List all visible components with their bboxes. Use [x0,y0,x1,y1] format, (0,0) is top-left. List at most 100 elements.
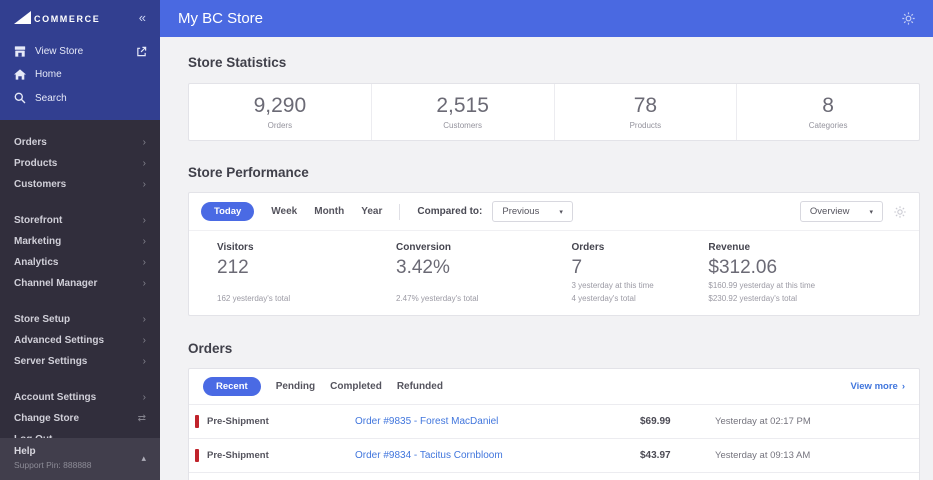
performance-metrics: Visitors 212 162 yesterday's total Conve… [189,231,919,315]
sidebar-item-storefront[interactable]: Storefront › [14,215,146,226]
sidebar-item-store-setup[interactable]: Store Setup › [14,314,146,325]
orders-tabs: Recent Pending Completed Refunded View m… [189,369,919,404]
sidebar-item-log-out[interactable]: Log Out [0,429,160,438]
performance-controls: Today Week Month Year Compared to: Previ… [189,193,919,231]
status-bar-icon [195,415,199,428]
chevron-right-icon: › [142,314,146,325]
sidebar-item-change-store[interactable]: Change Store ⇄ [14,413,146,424]
sidebar-item-customers[interactable]: Customers › [14,179,146,190]
sidebar: COMMERCE « View Store Home Search Orders… [0,0,160,480]
sidebar-item-marketing[interactable]: Marketing › [14,236,146,247]
external-link-icon [137,46,147,57]
settings-gear-icon[interactable] [901,11,916,26]
orders-heading: Orders [188,341,233,356]
main-area: My BC Store Store Statistics 9,290 Order… [160,0,933,480]
caret-down-icon: ▾ [869,208,873,216]
bigcommerce-logo: COMMERCE [14,11,100,24]
chevron-right-icon: › [142,392,146,403]
sidebar-item-label: Search [35,92,67,104]
stat-label: Customers [443,121,482,130]
sidebar-item-channel-manager[interactable]: Channel Manager › [14,278,146,289]
stat-label: Orders [267,121,293,130]
chevron-right-icon: › [142,179,146,190]
table-row: Pre-Shipment Order #9835 - Forest MacDan… [189,404,919,438]
sidebar-item-view-store[interactable]: View Store [0,40,160,63]
stat-label: Products [629,121,662,130]
order-status: Pre-Shipment [195,415,355,428]
help-label: Help [14,446,36,457]
sidebar-menu: Orders › Products › Customers › Storefront ›… [0,120,160,438]
chevron-right-icon: › [142,236,146,247]
logo-sail-icon [14,11,31,24]
chevron-right-icon: › [142,278,146,289]
tab-pending[interactable]: Pending [275,381,316,392]
stat-value: 8 [822,94,834,117]
support-pin: Support Pin: 888888 [14,460,92,470]
sidebar-top-section: COMMERCE « View Store Home Search [0,0,160,120]
store-statistics-heading: Store Statistics [188,55,287,70]
sidebar-item-search[interactable]: Search [0,86,160,110]
tab-week[interactable]: Week [271,206,298,217]
sidebar-item-label: View Store [35,46,84,57]
store-performance-heading: Store Performance [188,165,309,180]
chevron-right-icon: › [142,257,146,268]
page-title: My BC Store [178,10,264,27]
chevron-right-icon: › [142,158,146,169]
tab-year[interactable]: Year [361,206,383,217]
sidebar-item-products[interactable]: Products › [14,158,146,169]
help-section[interactable]: Help Support Pin: 888888 ▴ [0,438,160,480]
tab-today[interactable]: Today [201,202,255,221]
stat-customers: 2,515 Customers [372,84,555,140]
sidebar-item-account-settings[interactable]: Account Settings › [14,392,146,403]
store-statistics-card: 9,290 Orders 2,515 Customers 78 Products… [188,83,920,141]
stat-value: 78 [633,94,658,117]
order-link[interactable]: Order #9835 - Forest MacDaniel [355,416,499,427]
stat-value: 9,290 [253,94,307,117]
order-amount: $43.97 [640,450,671,461]
top-header: My BC Store [160,0,933,37]
order-amount: $69.99 [640,416,671,427]
collapse-sidebar-icon[interactable]: « [138,10,146,25]
overview-select[interactable]: Overview ▾ [799,201,883,222]
performance-settings-gear-icon[interactable] [893,205,907,219]
tab-month[interactable]: Month [314,206,345,217]
logo-text: COMMERCE [34,14,101,24]
chevron-up-icon: ▴ [141,452,146,463]
tab-refunded[interactable]: Refunded [396,381,443,392]
order-time: Yesterday at 02:17 PM [715,416,811,427]
swap-store-icon: ⇄ [137,413,146,424]
chevron-right-icon: › [901,381,905,392]
sidebar-item-analytics[interactable]: Analytics › [14,257,146,268]
status-bar-icon [195,449,199,462]
compared-to-label: Compared to: [417,206,483,217]
stat-products: 78 Products [555,84,738,140]
sidebar-item-orders[interactable]: Orders › [14,137,146,148]
stat-value: 2,515 [436,94,489,117]
compared-to-select[interactable]: Previous ▾ [492,201,573,222]
sidebar-item-advanced-settings[interactable]: Advanced Settings › [14,335,146,346]
sidebar-item-server-settings[interactable]: Server Settings › [14,356,146,367]
caret-down-icon: ▾ [559,208,563,216]
divider [399,203,401,220]
sidebar-item-home[interactable]: Home [0,63,160,86]
order-status: Pre-Shipment [195,449,355,462]
order-link[interactable]: Order #9834 - Tacitus Cornbloom [355,450,503,461]
chevron-right-icon: › [142,137,146,148]
table-row: Pre-Shipment Order #9834 - Tacitus Cornb… [189,438,919,472]
orders-card: Recent Pending Completed Refunded View m… [188,368,920,480]
tab-completed[interactable]: Completed [330,381,382,392]
tab-recent[interactable]: Recent [203,377,261,396]
metric-visitors: Visitors 212 162 yesterday's total [217,242,291,303]
table-row: Completed Order #9833 - Robert Robertson… [189,472,919,480]
storefront-icon [14,46,26,57]
chevron-right-icon: › [142,356,146,367]
metric-conversion: Conversion 3.42% 2.47% yesterday's total [396,242,479,303]
sidebar-item-label: Home [35,69,62,80]
home-icon [14,69,26,80]
chevron-right-icon: › [142,215,146,226]
chevron-right-icon: › [142,335,146,346]
store-performance-card: Today Week Month Year Compared to: Previ… [188,192,920,316]
stat-label: Categories [808,121,848,130]
view-more-link[interactable]: View more › [850,381,905,392]
stat-categories: 8 Categories [737,84,919,140]
